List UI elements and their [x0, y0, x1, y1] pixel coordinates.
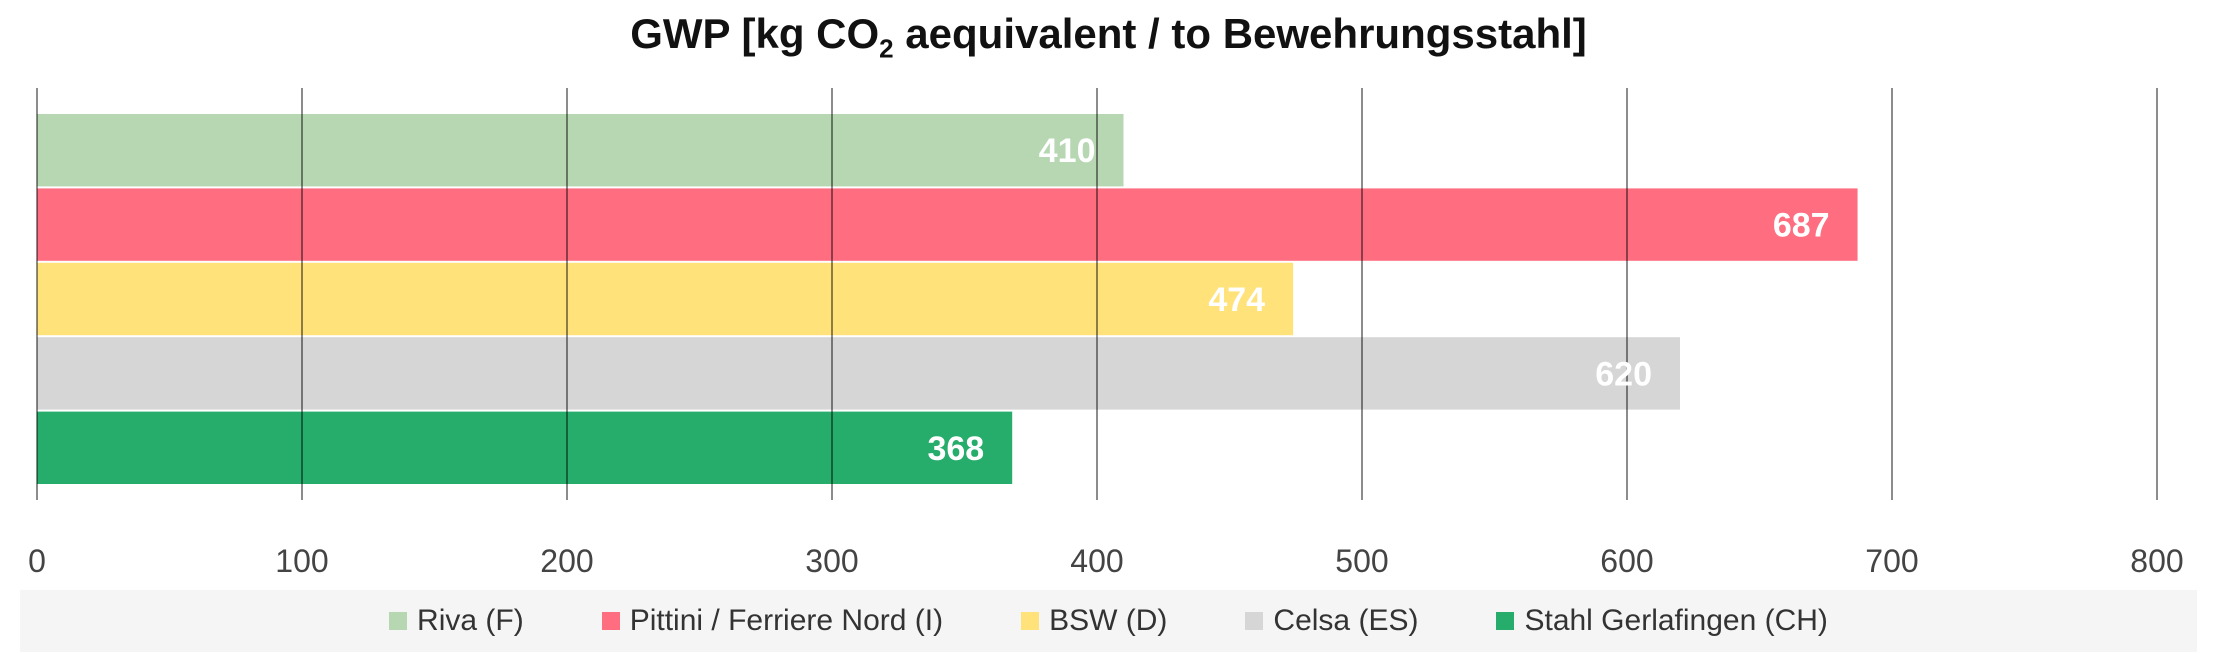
x-tick-label-3: 300 [805, 543, 858, 579]
legend-item-1: Pittini / Ferriere Nord (I) [601, 604, 944, 638]
legend-item-0: Riva (F) [389, 604, 524, 638]
legend-label-1: Pittini / Ferriere Nord (I) [629, 604, 944, 637]
x-tick-label-0: 0 [28, 543, 46, 579]
legend-swatch-2 [1021, 612, 1040, 630]
gridlines-group [36, 88, 2158, 500]
legend-swatch-1 [601, 612, 620, 630]
x-tick-label-2: 200 [540, 543, 593, 579]
legend-swatch-4 [1496, 612, 1515, 630]
x-tick-label-8: 800 [2130, 543, 2183, 579]
legend-label-2: BSW (D) [1049, 604, 1168, 637]
x-tick-label-4: 400 [1070, 543, 1123, 579]
bar-labels-group: 410 687 474 620 368 [927, 132, 1829, 468]
bar-value-label-0: 410 [1039, 132, 1096, 170]
title-main: GWP [kg CO [630, 10, 880, 57]
legend-item-2: BSW (D) [1021, 604, 1167, 638]
bars-group [37, 114, 1858, 484]
bar-value-label-3: 620 [1595, 355, 1652, 393]
bar-4 [37, 411, 1013, 484]
x-tick-label-7: 700 [1865, 543, 1918, 579]
x-tick-label-6: 600 [1600, 543, 1653, 579]
title-subscript: 2 [879, 33, 894, 64]
bar-1 [37, 188, 1858, 261]
legend-label-0: Riva (F) [417, 604, 524, 637]
legend: Riva (F) Pittini / Ferriere Nord (I) BSW (… [20, 590, 2197, 652]
legend-swatch-0 [389, 612, 408, 630]
legend-item-3: Celsa (ES) [1245, 604, 1418, 638]
legend-label-3: Celsa (ES) [1273, 604, 1419, 637]
bar-2 [37, 262, 1294, 336]
bar-value-label-1: 687 [1773, 207, 1830, 245]
tick-labels-group: 0 100 200 300 400 500 600 700 800 [28, 543, 2184, 579]
title-rest: aequivalent / to Bewehrungsstahl] [893, 10, 1587, 57]
x-tick-label-1: 100 [275, 543, 328, 579]
bar-0 [37, 114, 1124, 187]
bar-value-label-4: 368 [927, 430, 984, 468]
chart-title: GWP [kg CO2 aequivalent / to Bewehrungss… [0, 10, 2217, 64]
legend-swatch-3 [1245, 612, 1264, 630]
legend-label-4: Stahl Gerlafingen (CH) [1524, 604, 1828, 637]
bar-3 [37, 337, 1680, 410]
bar-value-label-2: 474 [1208, 281, 1265, 319]
legend-item-4: Stahl Gerlafingen (CH) [1496, 604, 1828, 638]
x-tick-label-5: 500 [1335, 543, 1388, 579]
